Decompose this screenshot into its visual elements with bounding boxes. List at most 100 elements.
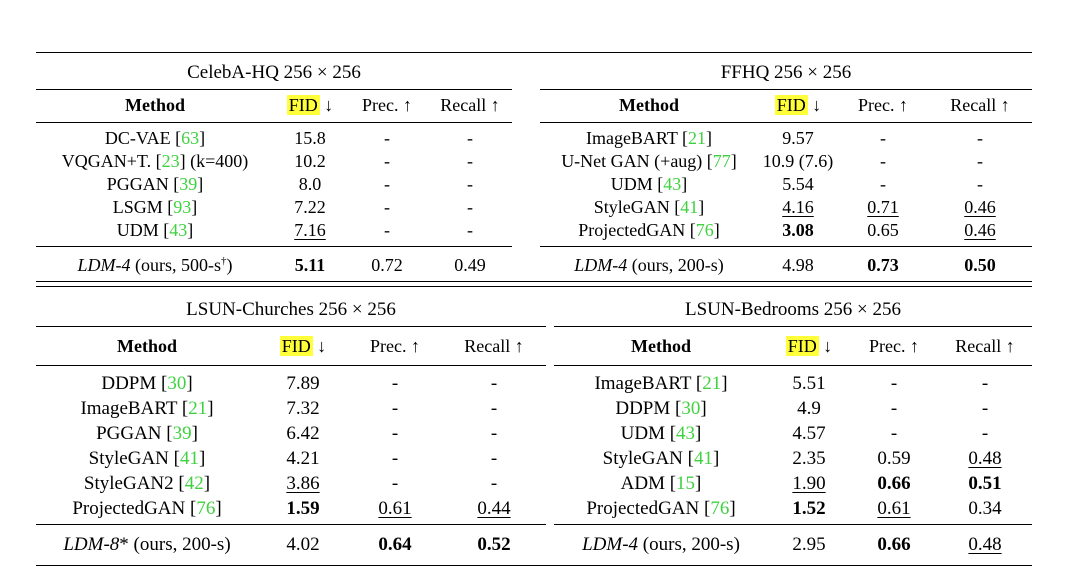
citation-link[interactable]: 23	[161, 151, 180, 171]
recall-value: -	[938, 423, 1032, 445]
citation-link[interactable]: 76	[196, 498, 216, 519]
citation-link[interactable]: 30	[681, 398, 701, 419]
citation-link[interactable]: 41	[693, 448, 713, 469]
table-row: DDPM [30] 7.89 - -	[36, 373, 546, 397]
header-row: Method FID ↓ Prec. ↑ Recall ↑	[554, 336, 1032, 360]
column-header-fid: FID ↓	[258, 336, 348, 357]
recall-value: -	[938, 398, 1032, 420]
fid-text: 6.42	[286, 423, 320, 444]
table-middle-rule	[36, 281, 1032, 282]
ours-precision-text: 0.73	[867, 255, 899, 275]
table-row: PGGAN [39] 8.0 - -	[36, 174, 512, 198]
method-name: UDM [43]	[620, 423, 702, 444]
fid-value: 10.9 (7.6)	[758, 151, 838, 172]
recall-value: 0.44	[442, 498, 546, 520]
ours-fid-text: 4.02	[286, 534, 320, 555]
recall-value: -	[428, 174, 512, 195]
ours-precision-text: 0.72	[371, 255, 403, 275]
recall-text: -	[467, 220, 473, 240]
citation-link[interactable]: 76	[695, 220, 714, 240]
table-row: UDM [43] 5.54 - -	[540, 174, 1032, 198]
precision-text: 0.66	[877, 473, 911, 494]
precision-text: -	[391, 398, 399, 419]
citation-link[interactable]: 43	[663, 174, 682, 194]
precision-value: -	[850, 423, 938, 445]
recall-text: -	[490, 448, 498, 469]
recall-text: -	[981, 423, 989, 444]
citation-link[interactable]: 63	[181, 128, 200, 148]
recall-value: -	[442, 473, 546, 495]
table-rule	[36, 326, 546, 327]
column-header-recall: Recall ↑	[440, 95, 500, 115]
citation-link[interactable]: 43	[676, 423, 696, 444]
citation-link[interactable]: 21	[188, 398, 208, 419]
precision-text: -	[880, 128, 886, 148]
method-name: DDPM [30]	[101, 373, 193, 394]
precision-text: -	[391, 473, 399, 494]
precision-value: -	[850, 398, 938, 420]
recall-text: -	[977, 151, 983, 171]
table-row: U-Net GAN (+aug) [77] 10.9 (7.6) - -	[540, 151, 1032, 175]
method-label: ProjectedGAN	[586, 498, 700, 519]
panel-title: FFHQ 256 × 256	[720, 62, 852, 83]
precision-text: -	[384, 128, 390, 148]
table-row: PGGAN [39] 6.42 - -	[36, 423, 546, 447]
method-label: StyleGAN	[593, 197, 670, 217]
ours-fid-value: 4.02	[258, 534, 348, 556]
ours-recall-value: 0.52	[442, 534, 546, 556]
column-header-fid: FID ↓	[768, 336, 850, 357]
ours-recall-text: 0.48	[968, 534, 1002, 555]
method-label: UDM	[116, 220, 159, 240]
precision-text: -	[880, 174, 886, 194]
column-header-method: Method	[631, 336, 691, 356]
fid-text: 10.9 (7.6)	[762, 151, 834, 171]
arrow-down-icon: ↓	[317, 336, 327, 356]
precision-value: -	[838, 174, 928, 195]
citation-link[interactable]: 76	[710, 498, 730, 519]
precision-text: -	[391, 373, 399, 394]
table-row: ImageBART [21] 7.32 - -	[36, 398, 546, 422]
table-rule	[36, 524, 546, 525]
table-rule	[540, 246, 1032, 247]
table-row: ProjectedGAN [76] 1.59 0.61 0.44	[36, 498, 546, 522]
citation-link[interactable]: 39	[179, 174, 198, 194]
citation-link[interactable]: 42	[184, 473, 204, 494]
fid-text: 7.32	[286, 398, 320, 419]
ours-method-name: LDM-4 (ours, 200-s)	[540, 255, 758, 276]
citation-link[interactable]: 93	[173, 197, 192, 217]
precision-value: -	[346, 220, 428, 241]
fid-text: 3.08	[782, 220, 814, 240]
fid-text: 5.54	[782, 174, 814, 194]
citation-link[interactable]: 21	[702, 373, 722, 394]
method-name: ADM [15]	[620, 473, 702, 494]
method-name: VQGAN+T. [23] (k=400)	[61, 151, 249, 171]
method-name: StyleGAN2 [42]	[83, 473, 211, 494]
table-rule	[554, 365, 1032, 366]
fid-highlight-label: FID	[785, 336, 819, 356]
citation-link[interactable]: 41	[179, 448, 199, 469]
table-row: StyleGAN [41] 2.35 0.59 0.48	[554, 448, 1032, 472]
precision-value: 0.61	[348, 498, 442, 520]
precision-text: -	[890, 373, 898, 394]
arrow-down-icon: ↓	[324, 95, 334, 115]
citation-link[interactable]: 77	[712, 151, 731, 171]
citation-link[interactable]: 41	[680, 197, 699, 217]
citation-link[interactable]: 21	[688, 128, 707, 148]
table-row: StyleGAN [41] 4.16 0.71 0.46	[540, 197, 1032, 221]
ours-recall-text: 0.49	[454, 255, 486, 275]
citation-link[interactable]: 15	[676, 473, 696, 494]
ours-recall-value: 0.48	[938, 534, 1032, 556]
fid-text: 4.9	[797, 398, 821, 419]
precision-value: -	[346, 128, 428, 149]
recall-text: 0.48	[968, 448, 1002, 469]
precision-text: 0.65	[867, 220, 899, 240]
recall-text: 0.44	[477, 498, 511, 519]
table-row: StyleGAN [41] 4.21 - -	[36, 448, 546, 472]
citation-link[interactable]: 43	[169, 220, 188, 240]
precision-text: 0.61	[378, 498, 412, 519]
method-label: DDPM	[615, 398, 671, 419]
citation-link[interactable]: 39	[172, 423, 192, 444]
table-row: ProjectedGAN [76] 1.52 0.61 0.34	[554, 498, 1032, 522]
citation-link[interactable]: 30	[167, 373, 187, 394]
precision-text: -	[890, 423, 898, 444]
